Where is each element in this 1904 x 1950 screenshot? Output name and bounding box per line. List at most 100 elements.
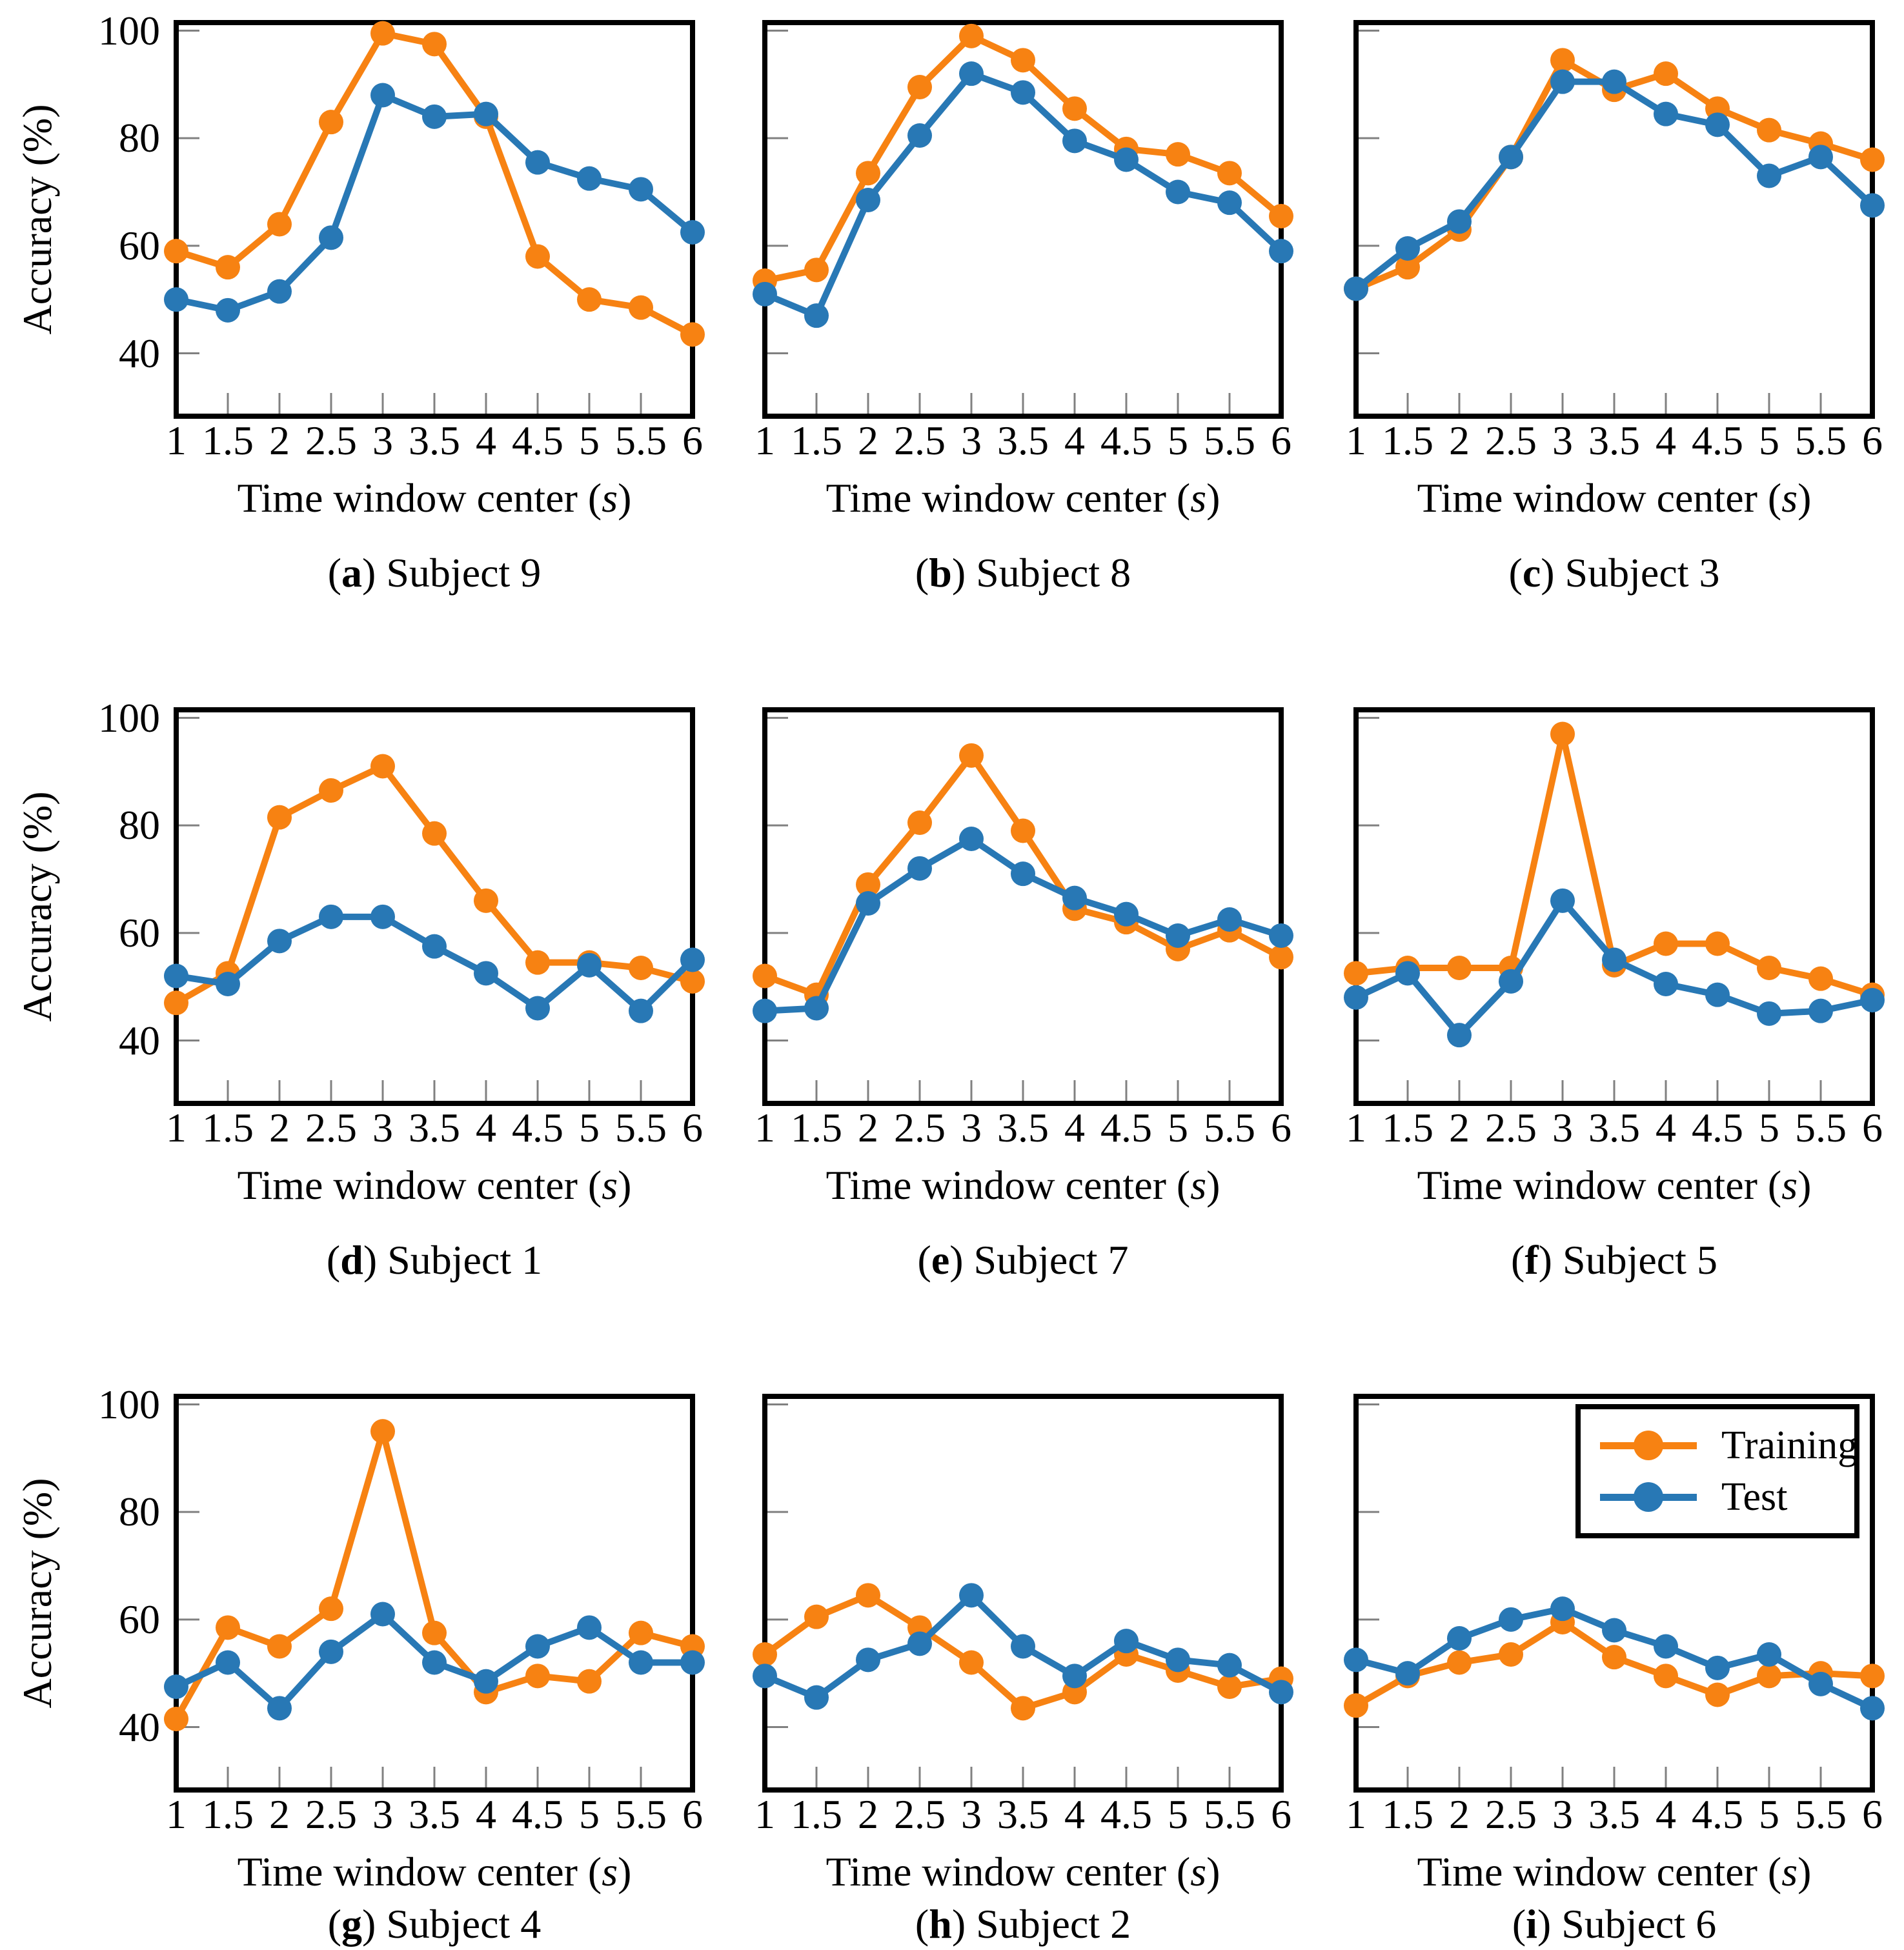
x-tick-label: 5 (579, 1105, 600, 1151)
x-tick-label: 1 (166, 1791, 187, 1837)
x-tick-label: 5 (1759, 1105, 1779, 1151)
training-data-point (680, 969, 705, 994)
training-data-point (525, 244, 550, 269)
x-tick-label: 4 (1064, 1105, 1085, 1151)
x-tick-label: 2.5 (894, 1105, 946, 1151)
test-data-point (422, 104, 447, 129)
x-tick-label: 3.5 (409, 1791, 460, 1837)
training-data-point (216, 1615, 240, 1640)
x-tick-label: 1 (166, 417, 187, 463)
x-axis-title-unit: s (1781, 1849, 1798, 1895)
training-data-point (680, 322, 705, 347)
x-tick-label: 5.5 (1795, 1105, 1847, 1151)
x-tick-label: 2 (269, 417, 290, 463)
panel-caption: (i) Subject 6 (1356, 1904, 1872, 1945)
panel-e-chart (753, 707, 1293, 1106)
x-axis-title-suffix: ) (1798, 1162, 1812, 1208)
training-data-point (319, 110, 343, 135)
test-data-point (164, 1674, 188, 1699)
caption-subject: Subject 7 (973, 1237, 1129, 1283)
test-data-point (1550, 69, 1575, 94)
x-tick-label: 4.5 (1692, 417, 1743, 463)
legend: Training Test (1575, 1404, 1859, 1538)
training-data-point (319, 778, 343, 803)
x-tick-label: 1.5 (202, 417, 254, 463)
test-data-point (1808, 998, 1833, 1023)
x-tick-label: 3 (1552, 417, 1573, 463)
x-tick-label: 5 (579, 1791, 600, 1837)
caption-paren: ) (1537, 1901, 1562, 1947)
test-data-point (804, 303, 829, 328)
test-data-point (319, 904, 343, 929)
y-tick-label: 80 (119, 802, 160, 849)
x-axis-title-suffix: ) (1206, 1162, 1220, 1208)
x-tick-label: 6 (682, 417, 703, 463)
caption-letter: d (340, 1237, 363, 1283)
caption-subject: Subject 3 (1565, 550, 1720, 596)
x-tick-label: 1.5 (1382, 1105, 1433, 1151)
panel-caption: (d) Subject 1 (176, 1240, 693, 1281)
x-axis-title-suffix: ) (618, 475, 632, 521)
test-data-point (1602, 947, 1626, 972)
test-data-point (1011, 1634, 1035, 1659)
x-tick-label: 6 (1862, 1791, 1883, 1837)
x-axis-title-text: Time window center ( (237, 475, 602, 521)
panel-d-chart (164, 707, 705, 1106)
x-tick-label: 2.5 (305, 1791, 357, 1837)
training-data-point (164, 990, 188, 1016)
x-tick-label: 1.5 (791, 417, 842, 463)
panel-caption: (e) Subject 7 (765, 1240, 1281, 1281)
test-data-point (1550, 1596, 1575, 1622)
caption-paren: ( (917, 1237, 931, 1283)
x-axis-title: Time window center (s) (1356, 1851, 1872, 1893)
legend-dot-icon (1634, 1430, 1663, 1460)
test-data-point (370, 1602, 395, 1627)
x-axis-title: Time window center (s) (176, 1165, 693, 1206)
panel-f-chart (1344, 707, 1885, 1106)
test-data-point (680, 220, 705, 245)
training-data-point (1757, 1664, 1781, 1689)
test-data-point (577, 1615, 602, 1640)
test-data-point (422, 1650, 447, 1675)
training-data-point (577, 287, 602, 312)
x-tick-label: 5.5 (1795, 417, 1847, 463)
test-swatch-icon (1600, 1482, 1697, 1513)
y-tick-label: 60 (119, 1596, 160, 1642)
caption-letter: f (1524, 1237, 1539, 1283)
x-tick-label: 3.5 (997, 1791, 1049, 1837)
caption-paren: ) (362, 1901, 387, 1947)
test-data-point (680, 1650, 705, 1675)
caption-letter: b (929, 550, 952, 596)
test-data-point (1654, 1634, 1678, 1659)
x-tick-label: 1.5 (1382, 417, 1433, 463)
caption-subject: Subject 5 (1562, 1237, 1717, 1283)
plot-frame (762, 1394, 1284, 1793)
training-data-point (753, 963, 777, 989)
training-data-point (1269, 945, 1293, 970)
training-data-point (164, 1707, 188, 1731)
caption-letter: g (341, 1901, 363, 1947)
x-tick-label: 4.5 (512, 1791, 563, 1837)
training-data-point (1705, 931, 1730, 956)
training-data-point (1217, 161, 1242, 186)
training-data-point (1654, 931, 1678, 956)
caption-letter: i (1526, 1901, 1537, 1947)
training-data-point (959, 23, 984, 48)
training-data-point (319, 1596, 343, 1622)
x-tick-label: 3.5 (409, 1105, 460, 1151)
training-data-point (1217, 1674, 1242, 1699)
panel-a-chart (164, 20, 705, 419)
training-data-point (370, 1419, 395, 1444)
training-data-point (422, 821, 447, 846)
x-axis-title-unit: s (1781, 475, 1798, 521)
x-tick-label: 4 (476, 417, 496, 463)
x-tick-label: 4.5 (1692, 1105, 1743, 1151)
test-data-point (1860, 988, 1885, 1012)
test-data-point (1602, 1618, 1626, 1643)
panel-caption: (c) Subject 3 (1356, 552, 1872, 594)
training-data-point (1550, 48, 1575, 73)
training-data-point (1344, 961, 1368, 986)
caption-paren: ) (362, 550, 387, 596)
test-data-point (216, 297, 240, 323)
training-data-point (267, 805, 292, 830)
